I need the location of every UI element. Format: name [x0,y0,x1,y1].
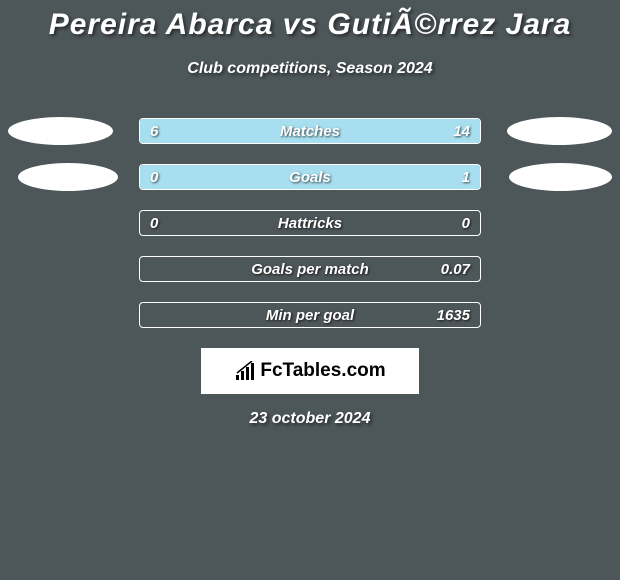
stat-label: Goals [289,169,331,186]
page-subtitle: Club competitions, Season 2024 [0,60,620,78]
stat-label: Min per goal [266,307,354,324]
stat-value-right: 1 [462,169,470,186]
stat-value-right: 1635 [437,307,470,324]
stat-value-left: 6 [150,123,158,140]
stat-row: Goals per match 0.07 [0,256,620,282]
stat-bar: 0 Hattricks 0 [139,210,481,236]
stat-value-right: 0 [462,215,470,232]
player-ellipse-right [507,117,612,145]
stats-area: 6 Matches 14 0 Goals 1 0 Hattricks 0 Goals per ma… [0,118,620,328]
page-title: Pereira Abarca vs GutiÃ©rrez Jara [0,8,620,42]
logo-content: FcTables.com [234,360,385,382]
player-ellipse-right [509,163,612,191]
footer-date: 23 october 2024 [0,410,620,428]
stat-value-left: 0 [150,215,158,232]
stat-row: Min per goal 1635 [0,302,620,328]
stat-bar: 6 Matches 14 [139,118,481,144]
logo-text: FcTables.com [260,360,385,382]
stat-bar: Goals per match 0.07 [139,256,481,282]
stat-value-left: 0 [150,169,158,186]
stat-bar: 0 Goals 1 [139,164,481,190]
comparison-container: Pereira Abarca vs GutiÃ©rrez Jara Club c… [0,0,620,428]
stat-value-right: 0.07 [441,261,470,278]
stat-row: 6 Matches 14 [0,118,620,144]
stat-bar: Min per goal 1635 [139,302,481,328]
player-ellipse-left [18,163,118,191]
chart-icon [234,361,256,381]
bar-fill-right [242,119,480,143]
stat-label: Matches [280,123,340,140]
stat-value-right: 14 [453,123,470,140]
stat-row: 0 Hattricks 0 [0,210,620,236]
stat-label: Goals per match [251,261,369,278]
stat-label: Hattricks [278,215,342,232]
player-ellipse-left [8,117,113,145]
stat-row: 0 Goals 1 [0,164,620,190]
logo-box[interactable]: FcTables.com [201,348,419,394]
